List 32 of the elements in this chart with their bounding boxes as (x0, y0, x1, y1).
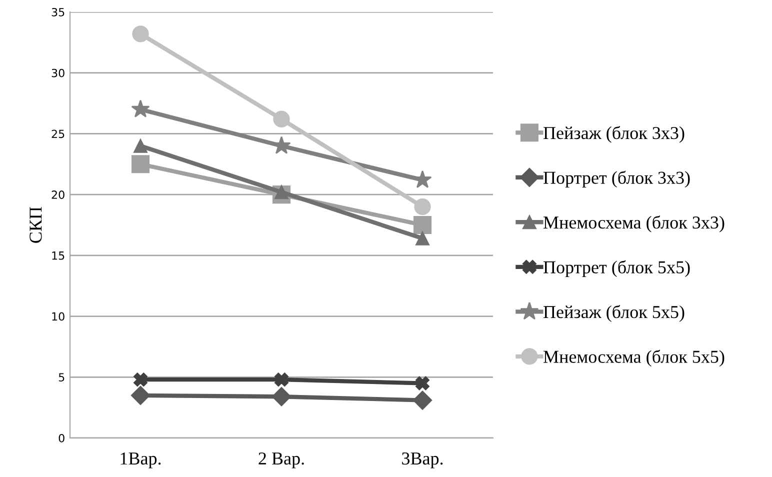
y-axis-title: СКП (30, 206, 42, 243)
legend-label: Пейзаж (блок 5x5) (544, 305, 684, 322)
legend-label: Пейзаж (блок 3x3) (544, 126, 684, 143)
point (132, 26, 149, 42)
legend-label: Портрет (блок 3x3) (544, 170, 690, 188)
legend-label: Мнемосхема (блок 5x5) (544, 350, 724, 367)
point (134, 138, 148, 153)
point (413, 216, 432, 234)
legend-label: Мнемосхема (блок 3x3) (544, 216, 724, 232)
point (414, 198, 431, 216)
y-tick-label: 35 (52, 8, 64, 16)
point (274, 372, 288, 387)
x-tick-label: 1Вар. (120, 452, 161, 468)
legend-label: Портрет (блок 5x5) (544, 260, 690, 278)
point (130, 386, 150, 405)
x-tick-label: 2 Вар. (258, 452, 304, 468)
point (416, 376, 430, 390)
y-tick-label: 25 (52, 130, 64, 138)
point (131, 100, 150, 118)
point (131, 155, 150, 174)
point (272, 387, 292, 406)
point (273, 110, 290, 128)
y-tick-label: 0 (58, 434, 64, 442)
y-tick-label: 20 (52, 190, 64, 199)
x-tick-label: 3Вар. (402, 452, 443, 468)
point (412, 390, 432, 410)
point (416, 231, 430, 246)
y-tick-label: 10 (52, 312, 64, 321)
y-tick-label: 30 (52, 68, 64, 78)
y-tick-label: 15 (52, 252, 64, 260)
y-tick-label: 5 (58, 373, 64, 382)
point (134, 372, 148, 387)
